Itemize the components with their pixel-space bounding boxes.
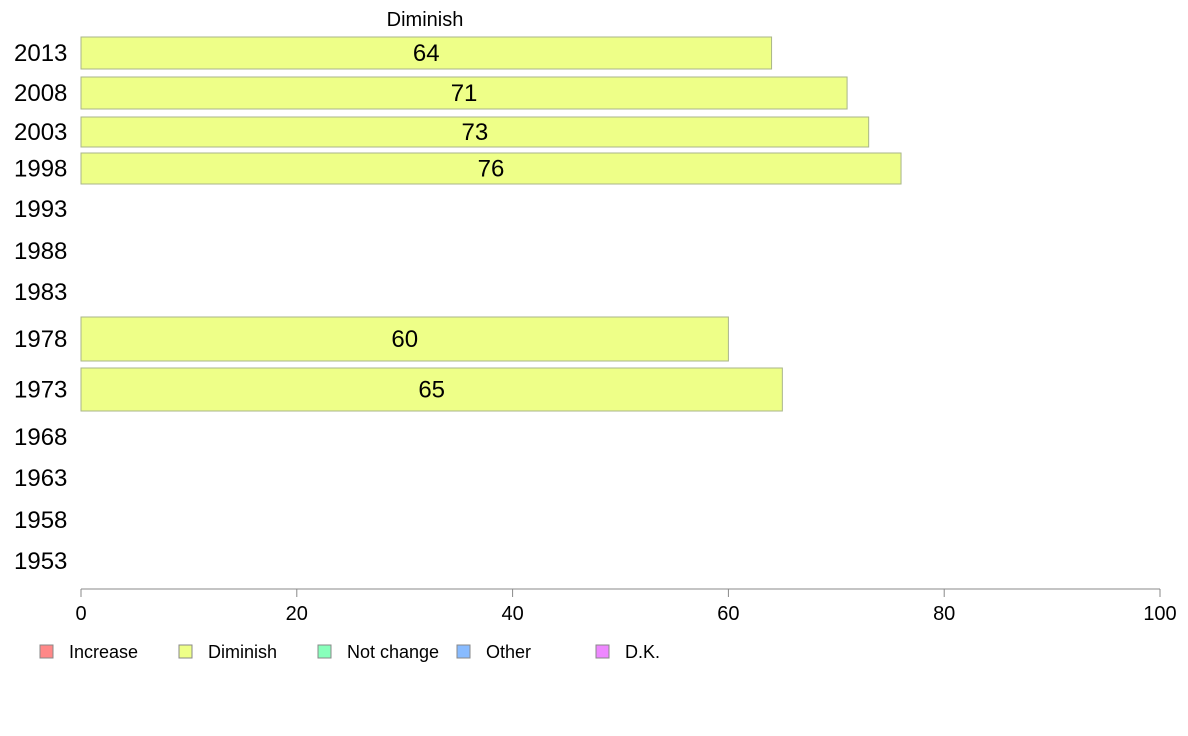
- x-axis: 0 20 40 60 80 100: [75, 588, 1177, 625]
- bar: [80, 36, 773, 70]
- category-label: 2003: [14, 119, 67, 146]
- category-label: 1973: [14, 377, 67, 404]
- legend-swatch: [456, 644, 471, 659]
- legend-item: Not change: [317, 642, 439, 662]
- bar-value-label: 76: [478, 156, 505, 183]
- category-label: 1968: [14, 424, 67, 451]
- legend-swatch: [317, 644, 332, 659]
- bar: [80, 152, 902, 185]
- category-label: 1953: [14, 548, 67, 575]
- bar: [80, 76, 848, 110]
- category-label: 1988: [14, 238, 67, 265]
- legend-swatch: [595, 644, 610, 659]
- category-label: 1998: [14, 156, 67, 183]
- legend-label: Increase: [69, 642, 138, 662]
- legend-label: D.K.: [625, 642, 660, 662]
- legend: Increase Diminish Not change Other D.K.: [39, 642, 660, 662]
- x-tick-label: 60: [717, 603, 739, 625]
- bar: [80, 367, 783, 412]
- category-label: 1958: [14, 507, 67, 534]
- legend-item: D.K.: [595, 642, 660, 662]
- legend-label: Not change: [347, 642, 439, 662]
- bar: [80, 116, 870, 148]
- legend-item: Other: [456, 642, 531, 662]
- category-label: 2008: [14, 80, 67, 107]
- x-tick-label: 0: [75, 603, 86, 625]
- bar: [80, 316, 729, 362]
- bar-value-label: 64: [413, 40, 440, 67]
- legend-label: Diminish: [208, 642, 277, 662]
- category-label: 1963: [14, 465, 67, 492]
- legend-label: Other: [486, 642, 531, 662]
- bar-value-label: 71: [451, 80, 478, 107]
- bar-value-label: 60: [391, 326, 418, 353]
- legend-swatch: [39, 644, 54, 659]
- bar-value-label: 65: [418, 377, 445, 404]
- category-label: 1993: [14, 196, 67, 223]
- category-label: 1978: [14, 326, 67, 353]
- legend-swatch: [178, 644, 193, 659]
- x-tick-label: 80: [933, 603, 955, 625]
- x-tick-label: 20: [286, 603, 308, 625]
- x-tick-label: 40: [501, 603, 523, 625]
- legend-item: Diminish: [178, 642, 277, 662]
- category-label: 1983: [14, 279, 67, 306]
- legend-item: Increase: [39, 642, 138, 662]
- chart-title: Diminish: [387, 9, 464, 31]
- x-tick-label: 100: [1143, 603, 1176, 625]
- category-labels: 2013 2008 2003 1998 1993 1988 1983 1978 1973 1968…: [14, 40, 67, 575]
- category-label: 2013: [14, 40, 67, 67]
- bar-value-label: 73: [461, 119, 488, 146]
